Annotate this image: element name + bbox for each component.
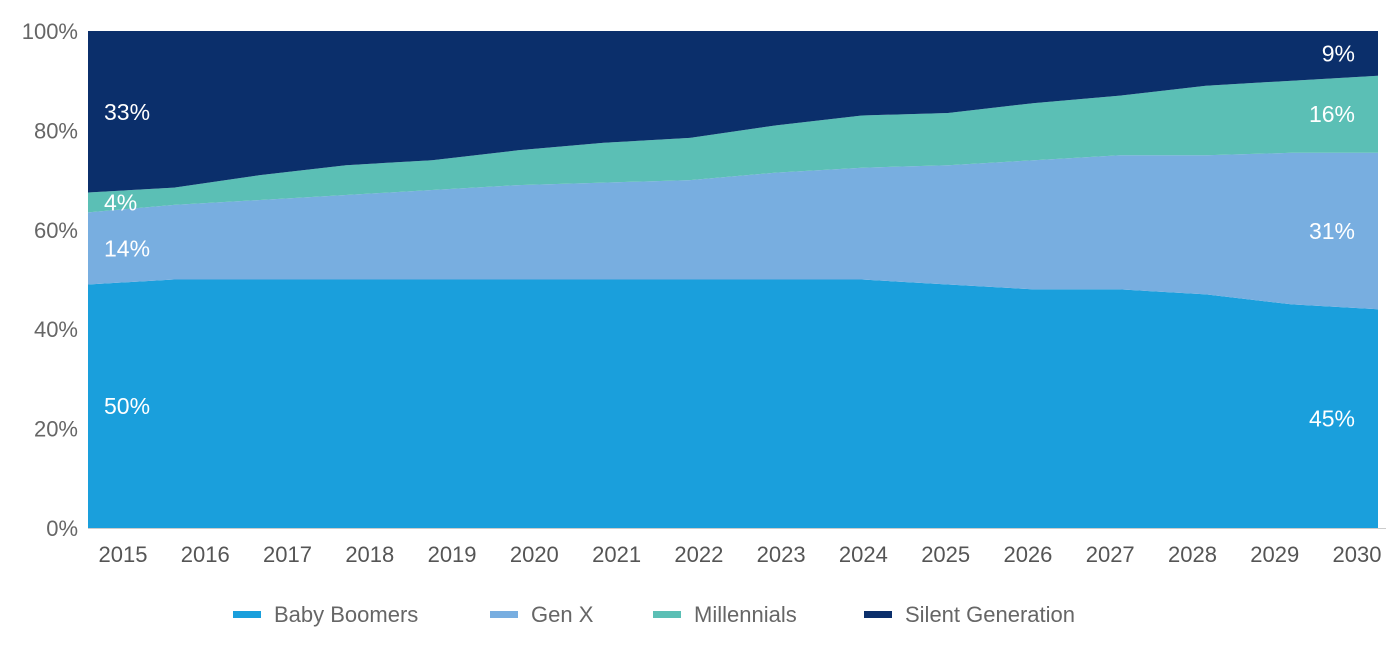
stacked-area-chart: 0% 20% 40% 60% 80% 100% 2015 2016 2017 2018 2019 20… — [0, 0, 1400, 649]
x-tick-label: 2017 — [263, 542, 312, 567]
data-label-millennials: 4% — [104, 189, 137, 215]
legend-swatch-gen-x — [490, 611, 518, 618]
legend: Baby Boomers Gen X Millennials Silent Gener… — [233, 602, 1075, 627]
y-tick-label: 80% — [34, 118, 78, 143]
y-tick-label: 60% — [34, 218, 78, 243]
legend-swatch-millennials — [653, 611, 681, 618]
area-baby-boomers — [88, 280, 1378, 529]
x-tick-label: 2023 — [757, 542, 806, 567]
x-tick-label: 2015 — [99, 542, 148, 567]
x-tick-label: 2026 — [1003, 542, 1052, 567]
y-tick-label: 40% — [34, 317, 78, 342]
x-tick-label: 2024 — [839, 542, 888, 567]
x-tick-label: 2018 — [345, 542, 394, 567]
x-tick-label: 2028 — [1168, 542, 1217, 567]
x-tick-label: 2029 — [1250, 542, 1299, 567]
area-layer — [88, 31, 1378, 528]
data-label-baby-boomers: 45% — [1309, 406, 1355, 432]
data-label-millennials: 16% — [1309, 101, 1355, 127]
data-label-silent-generation: 9% — [1322, 40, 1355, 66]
data-label-gen-x: 31% — [1309, 218, 1355, 244]
y-tick-label: 0% — [46, 516, 78, 541]
x-tick-label: 2016 — [181, 542, 230, 567]
legend-swatch-silent-generation — [864, 611, 892, 618]
legend-swatch-baby-boomers — [233, 611, 261, 618]
data-label-baby-boomers: 50% — [104, 393, 150, 419]
legend-label-silent-generation: Silent Generation — [905, 602, 1075, 627]
y-tick-label: 100% — [22, 19, 78, 44]
data-label-silent-generation: 33% — [104, 99, 150, 125]
x-tick-label: 2025 — [921, 542, 970, 567]
x-tick-label: 2020 — [510, 542, 559, 567]
data-label-gen-x: 14% — [104, 235, 150, 261]
chart: 0% 20% 40% 60% 80% 100% 2015 2016 2017 2018 2019 20… — [0, 0, 1400, 649]
x-tick-label: 2021 — [592, 542, 641, 567]
x-tick-label: 2019 — [428, 542, 477, 567]
legend-label-millennials: Millennials — [694, 602, 797, 627]
x-tick-label: 2027 — [1086, 542, 1135, 567]
y-tick-label: 20% — [34, 417, 78, 442]
x-tick-label: 2030 — [1333, 542, 1382, 567]
legend-label-gen-x: Gen X — [531, 602, 594, 627]
x-tick-label: 2022 — [674, 542, 723, 567]
legend-label-baby-boomers: Baby Boomers — [274, 602, 418, 627]
